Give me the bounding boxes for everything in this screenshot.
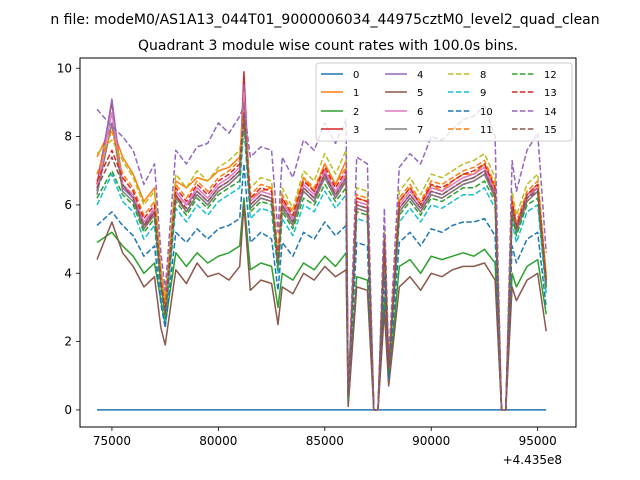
x-tick-label: 75000: [93, 434, 131, 448]
legend-label-13: 13: [544, 88, 557, 99]
series-line-5: [96, 204, 547, 411]
legend-label-12: 12: [544, 70, 557, 81]
legend-label-15: 15: [544, 125, 557, 136]
series-line-7: [96, 101, 547, 411]
series-line-10: [96, 163, 547, 411]
x-tick-label: 80000: [199, 434, 237, 448]
legend-label-6: 6: [417, 107, 423, 118]
legend-label-5: 5: [417, 88, 423, 99]
series-line-13: [96, 111, 547, 411]
legend-label-8: 8: [480, 70, 486, 81]
x-tick-label: 95000: [519, 434, 557, 448]
y-tick-label: 4: [64, 266, 72, 280]
legend-label-1: 1: [353, 88, 359, 99]
legend-label-2: 2: [353, 107, 359, 118]
figure-suptitle: n file: modeM0/AS1A13_044T01_9000006034_…: [50, 12, 599, 28]
axes-frame: [79, 57, 577, 428]
legend-label-9: 9: [480, 88, 486, 99]
y-tick-label: 10: [57, 61, 72, 75]
axes-title: Quadrant 3 module wise count rates with …: [138, 38, 518, 54]
legend-label-7: 7: [417, 125, 423, 136]
series-line-8: [96, 115, 547, 411]
legend-label-3: 3: [353, 125, 359, 136]
legend-label-11: 11: [480, 125, 493, 136]
series-layer: [96, 70, 547, 411]
series-line-2: [96, 197, 547, 411]
series-line-9: [96, 125, 547, 411]
x-tick-label: 90000: [412, 434, 450, 448]
y-tick-label: 6: [64, 198, 72, 212]
x-offset-label: +4.435e8: [503, 453, 562, 467]
legend-label-10: 10: [480, 107, 493, 118]
y-tick-label: 2: [64, 335, 72, 349]
series-line-15: [96, 115, 547, 411]
series-line-6: [96, 91, 547, 411]
legend-label-4: 4: [417, 70, 423, 81]
y-tick-label: 0: [64, 403, 72, 417]
legend-label-0: 0: [353, 70, 359, 81]
legend-frame: [315, 62, 573, 142]
series-line-11: [96, 105, 547, 411]
y-tick-label: 8: [64, 130, 72, 144]
legend-label-14: 14: [544, 107, 557, 118]
series-line-12: [96, 118, 547, 411]
x-tick-label: 85000: [306, 434, 344, 448]
